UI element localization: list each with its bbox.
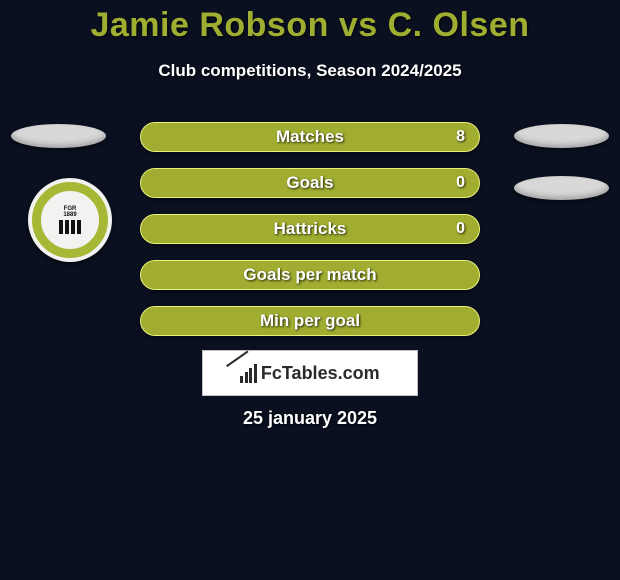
stat-label: Min per goal bbox=[260, 311, 360, 331]
player-right-jersey-ellipse-1 bbox=[514, 124, 609, 148]
club-crest: FGR 1889 bbox=[28, 178, 112, 262]
stat-value-right: 0 bbox=[456, 174, 465, 192]
fctables-logo-text: FcTables.com bbox=[261, 363, 380, 384]
stat-bar-goals: Goals 0 bbox=[140, 168, 480, 198]
snapshot-date: 25 january 2025 bbox=[0, 408, 620, 429]
fctables-logo-box: FcTables.com bbox=[202, 350, 418, 396]
crest-year: 1889 bbox=[63, 212, 76, 218]
stat-bar-min-per-goal: Min per goal bbox=[140, 306, 480, 336]
page-subtitle: Club competitions, Season 2024/2025 bbox=[0, 61, 620, 81]
club-crest-stripes bbox=[59, 220, 81, 234]
stat-bar-hattricks: Hattricks 0 bbox=[140, 214, 480, 244]
stat-label: Hattricks bbox=[274, 219, 347, 239]
fctables-chart-icon bbox=[240, 364, 257, 383]
player-left-jersey-ellipse bbox=[11, 124, 106, 148]
stat-bar-matches: Matches 8 bbox=[140, 122, 480, 152]
stat-label: Goals per match bbox=[243, 265, 376, 285]
stat-bar-goals-per-match: Goals per match bbox=[140, 260, 480, 290]
page-title: Jamie Robson vs C. Olsen bbox=[0, 0, 620, 45]
stat-value-right: 8 bbox=[456, 128, 465, 146]
stat-label: Matches bbox=[276, 127, 344, 147]
stat-label: Goals bbox=[286, 173, 333, 193]
player-right-jersey-ellipse-2 bbox=[514, 176, 609, 200]
club-crest-ring: FGR 1889 bbox=[32, 182, 108, 258]
stat-value-right: 0 bbox=[456, 220, 465, 238]
club-crest-center-text: FGR 1889 bbox=[63, 206, 76, 218]
stats-bars-container: Matches 8 Goals 0 Hattricks 0 Goals per … bbox=[140, 122, 480, 352]
